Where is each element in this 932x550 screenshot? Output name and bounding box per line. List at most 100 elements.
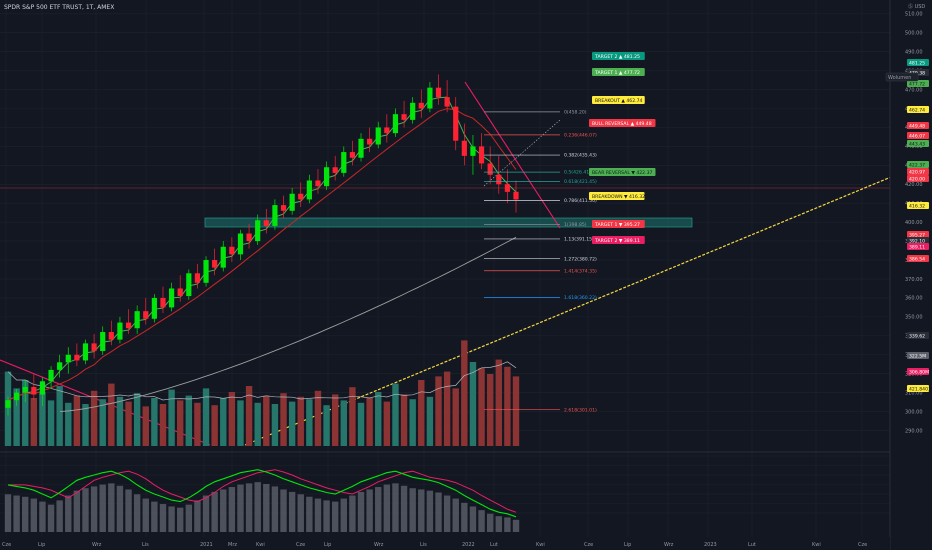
volume-bar xyxy=(168,389,175,446)
price-tag xyxy=(907,231,929,238)
osc-bar xyxy=(323,500,330,532)
signal-tag[interactable] xyxy=(592,220,645,228)
volume-bar xyxy=(426,396,434,446)
candle-body xyxy=(108,332,114,340)
candle-body xyxy=(478,146,485,164)
price-tag-text: 422.37 xyxy=(909,163,925,169)
volume-bar xyxy=(211,405,218,446)
volume-bar xyxy=(331,394,339,446)
osc-bar xyxy=(426,490,434,532)
osc-bar xyxy=(108,483,115,532)
yellow-trendline[interactable] xyxy=(244,159,932,446)
time-tick: Lip xyxy=(38,542,45,548)
osc-bar xyxy=(349,495,356,532)
price-tag-text: 306.80M xyxy=(909,370,929,376)
price-tag-text: 392.10 xyxy=(909,239,925,245)
price-tick: 420.00 xyxy=(905,182,923,188)
candle-body xyxy=(392,114,399,134)
candle-body xyxy=(453,106,459,141)
price-tag-text: 386.54 xyxy=(909,257,925,263)
volume-bar xyxy=(99,399,106,446)
price-tag xyxy=(907,202,929,209)
price-tag-text: 389.11 xyxy=(909,245,925,251)
volume-bar xyxy=(245,386,253,446)
time-tick: Mrz xyxy=(228,542,237,548)
candle-body xyxy=(168,288,175,308)
candle-body xyxy=(100,332,106,351)
signal-tag[interactable] xyxy=(589,119,656,127)
fib-label: 1.13(391.15) xyxy=(564,237,594,243)
volume-bar xyxy=(400,394,408,446)
signal-tag[interactable] xyxy=(589,168,656,176)
volume-bar xyxy=(82,404,89,446)
volume-bar xyxy=(297,396,304,446)
time-tick: Lis xyxy=(142,542,149,548)
price-tick: 510.00 xyxy=(905,12,923,18)
volume-bar xyxy=(13,388,20,446)
volume-bar xyxy=(254,402,261,446)
osc-bar xyxy=(314,498,322,532)
time-axis[interactable]: Cze Lip Wrz Lis 2021 Mrz Kwi Cze Lip Wrz Lis 2022 Lu… xyxy=(2,542,867,548)
osc-bar xyxy=(4,494,12,532)
fib-label: 0(458.20) xyxy=(564,110,587,116)
signal-tag[interactable] xyxy=(592,68,645,76)
price-tick: 470.00 xyxy=(905,87,923,93)
candle-body xyxy=(401,114,407,120)
fib-label: 1.414(374.35) xyxy=(564,268,597,274)
candle-body xyxy=(504,184,510,192)
price-tick: 360.00 xyxy=(905,296,923,302)
bottom-axis-bg xyxy=(0,537,890,550)
price-tag xyxy=(907,161,929,168)
osc-bar xyxy=(237,484,244,532)
candle-body xyxy=(255,220,261,242)
osc-bar xyxy=(366,489,373,532)
signal-tag[interactable] xyxy=(592,52,645,60)
osc-bar xyxy=(469,506,477,532)
signal-tag[interactable] xyxy=(592,96,645,104)
fib-label: 0.618(421.45) xyxy=(564,179,597,185)
fib-label: 0.382(435.43) xyxy=(564,153,597,159)
osc-bar xyxy=(168,506,175,532)
signal-tag-text: BREAKOUT ▲ 462.74 xyxy=(595,98,643,104)
osc-bar xyxy=(495,516,502,532)
osc-bar xyxy=(99,484,106,532)
volume-bar xyxy=(280,393,287,446)
price-tick: 370.00 xyxy=(905,277,923,283)
time-tick: Kwi xyxy=(812,542,821,548)
volume-bar xyxy=(409,399,416,446)
candle-body xyxy=(117,322,123,340)
volume-bar xyxy=(65,402,72,446)
signal-tag[interactable] xyxy=(589,192,645,200)
time-tick: Lut xyxy=(748,542,756,548)
time-tick: Lip xyxy=(624,542,631,548)
candle-body xyxy=(298,193,304,200)
signal-tag-text: TARGET 1 ▲ 477.72 xyxy=(594,70,640,76)
candle-body xyxy=(289,193,295,211)
osc-bar xyxy=(56,500,63,532)
price-tag xyxy=(907,368,929,375)
osc-bar xyxy=(418,489,425,532)
fib-label: 1(398.85) xyxy=(564,222,587,228)
support-zone[interactable] xyxy=(204,217,693,228)
candle-body xyxy=(65,354,71,363)
candle-body xyxy=(513,191,519,200)
osc-bar xyxy=(73,490,81,532)
candle-body xyxy=(349,152,356,158)
volume-widget[interactable] xyxy=(885,72,919,82)
candle-body xyxy=(418,102,424,109)
time-tick: 2022 xyxy=(462,542,475,548)
price-tag-text: 449.48 xyxy=(909,124,925,130)
signal-tag[interactable] xyxy=(592,236,645,244)
osc-bar xyxy=(331,501,339,532)
time-tick: Wrz xyxy=(92,542,102,548)
time-tick: Lut xyxy=(490,542,498,548)
osc-bar xyxy=(375,487,382,532)
volume-bar xyxy=(108,383,115,446)
volume-bar xyxy=(461,340,468,446)
candle-body xyxy=(323,167,330,187)
volume-bar xyxy=(443,371,451,446)
moving-averages xyxy=(7,96,517,413)
price-tag xyxy=(907,59,929,66)
osc-bar xyxy=(254,482,261,532)
